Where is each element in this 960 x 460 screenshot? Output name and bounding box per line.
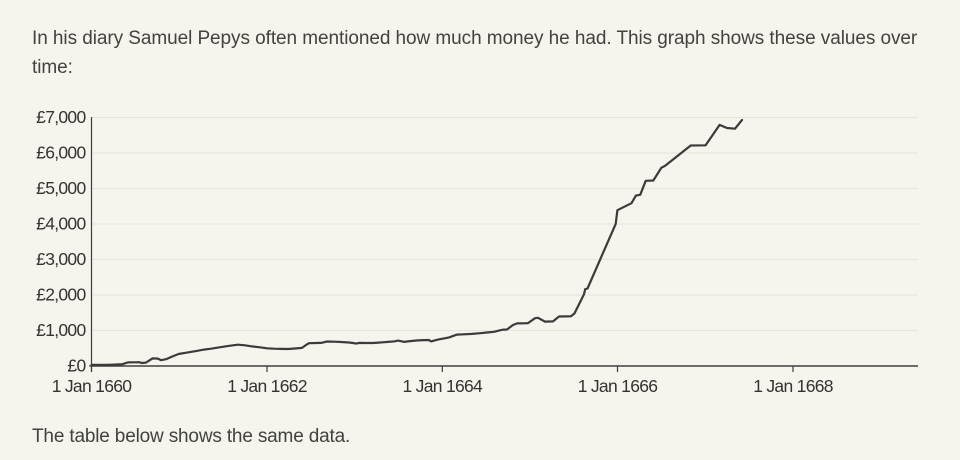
svg-text:£7,000: £7,000 (36, 107, 86, 127)
svg-text:1 Jan 1662: 1 Jan 1662 (227, 376, 307, 396)
svg-text:1 Jan 1668: 1 Jan 1668 (753, 376, 833, 396)
svg-text:£2,000: £2,000 (36, 285, 86, 305)
svg-text:1 Jan 1666: 1 Jan 1666 (578, 376, 658, 396)
svg-text:£4,000: £4,000 (36, 214, 86, 234)
svg-text:1 Jan 1664: 1 Jan 1664 (402, 376, 483, 396)
svg-text:1 Jan 1660: 1 Jan 1660 (52, 376, 133, 396)
svg-text:£5,000: £5,000 (36, 178, 86, 198)
svg-text:£6,000: £6,000 (36, 143, 86, 163)
svg-text:£0: £0 (67, 356, 86, 376)
svg-text:£3,000: £3,000 (36, 249, 86, 269)
svg-text:£1,000: £1,000 (36, 320, 86, 340)
